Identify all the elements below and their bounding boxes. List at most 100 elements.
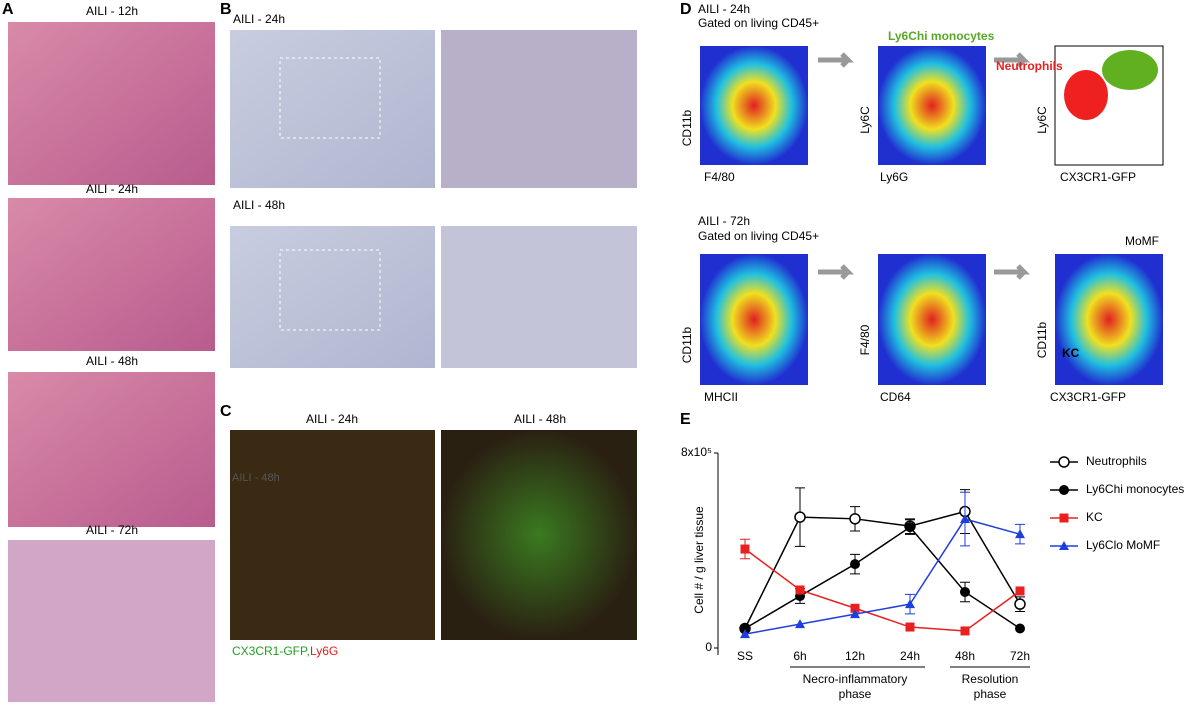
axis-label: MHCII — [704, 390, 738, 404]
phase-label: Necro-inflammatory phase — [803, 672, 908, 701]
population — [1064, 70, 1108, 120]
fluorescence-image — [441, 430, 637, 640]
panel-a: A AILI - 12h AILI - 24h AILI - 48h AILI … — [2, 1, 215, 702]
histology-image — [8, 198, 215, 351]
ihc-image — [441, 30, 637, 188]
axis-label: Ly6C — [1035, 106, 1049, 134]
axis-label: CX3CR1-GFP — [1060, 170, 1136, 184]
axis-label: F4/80 — [858, 324, 872, 355]
point — [905, 622, 915, 632]
population-label: MoMF — [1125, 234, 1159, 248]
series-line — [744, 526, 1021, 630]
phase-label: Resolution phase — [962, 672, 1019, 701]
point — [960, 586, 970, 597]
axis-label: Ly6G — [880, 170, 908, 184]
flow-plot — [700, 254, 808, 385]
panel-letter: D — [680, 1, 692, 18]
x-tick-label: 72h — [1010, 649, 1030, 663]
arrow — [818, 52, 1031, 280]
panel-letter: C — [220, 403, 232, 420]
y-tick-label: 0 — [705, 640, 712, 654]
histology-image — [8, 372, 215, 527]
plot-title: AILI - 72h — [698, 214, 750, 228]
image-title: AILI - 24h — [306, 412, 358, 426]
y-tick-label: 8x10⁵ — [681, 445, 712, 459]
series-line — [744, 518, 1021, 635]
gate-label: Gated on living CD45+ — [698, 229, 819, 243]
panel-d: D AILI - 24h Gated on living CD45+ CD11b… — [680, 1, 1164, 404]
axis-label: CD64 — [880, 390, 911, 404]
axis-label: CD11b — [1035, 321, 1049, 358]
panel-c: C AILI - 24h AILI - 48h AILI - 48h CX3CR… — [220, 403, 637, 658]
legend-marker — [1059, 485, 1069, 495]
legend-marker — [1059, 541, 1069, 550]
x-tick-label: 24h — [900, 649, 920, 663]
axis-label: Ly6C — [858, 106, 872, 134]
point — [1015, 586, 1025, 596]
y-axis-label: Cell # / g liver tissue — [692, 506, 706, 614]
axis-label: CX3CR1-GFP — [1050, 390, 1126, 404]
caption-red: Ly6G — [310, 644, 338, 658]
legend-label: Ly6Clo MoMF — [1086, 538, 1160, 552]
series-line — [744, 510, 1021, 629]
gate-label: Gated on living CD45+ — [698, 16, 819, 30]
population — [1102, 50, 1158, 90]
point — [960, 626, 970, 636]
population-label: Neutrophils — [996, 59, 1063, 73]
point — [740, 629, 750, 639]
legend-label: Neutrophils — [1086, 454, 1147, 468]
point — [905, 522, 915, 533]
legend-label: KC — [1086, 510, 1103, 524]
point — [850, 603, 860, 613]
panel-b: B AILI - 24h AILI - 48h — [220, 1, 637, 368]
caption-green: CX3CR1-GFP, — [232, 644, 310, 658]
fluorescence-image — [230, 430, 435, 640]
point — [849, 513, 861, 525]
x-tick-label: 6h — [793, 649, 806, 663]
point — [850, 609, 860, 619]
series-line — [744, 548, 1021, 632]
point — [794, 511, 806, 523]
flow-plot — [1055, 254, 1163, 385]
point — [740, 544, 750, 554]
flow-plot — [700, 46, 808, 165]
zoom-box — [279, 249, 381, 331]
zoom-box — [279, 57, 381, 139]
point — [1014, 598, 1026, 610]
histology-image — [8, 540, 215, 702]
point — [905, 599, 915, 609]
image-title: AILI - 72h — [86, 523, 138, 537]
point — [795, 619, 805, 629]
image-title: AILI - 48h — [514, 412, 566, 426]
flow-plot — [878, 254, 986, 385]
ihc-image — [230, 30, 435, 188]
image-title: AILI - 48h — [86, 354, 138, 368]
ihc-image — [441, 226, 637, 368]
image-title: AILI - 48h — [233, 198, 285, 212]
point — [960, 514, 970, 524]
image-title: AILI - 12h — [86, 4, 138, 18]
x-tick-label: 12h — [845, 649, 865, 663]
population-label: KC — [1062, 346, 1080, 360]
point — [1015, 623, 1025, 634]
image-overlay-text: AILI - 48h — [232, 472, 280, 484]
axis-label: CD11b — [680, 326, 694, 363]
legend-marker — [1058, 456, 1070, 468]
x-tick-label: 48h — [955, 649, 975, 663]
axis-label: F4/80 — [704, 170, 735, 184]
point — [850, 559, 860, 570]
panel-e: E Cell # / g liver tissue 0 8x10⁵ SS 6h 12h 2… — [680, 411, 1184, 701]
histology-image — [8, 22, 215, 185]
image-title: AILI - 24h — [86, 182, 138, 196]
x-tick-label: SS — [737, 649, 753, 663]
image-title: AILI - 24h — [233, 12, 285, 26]
plot-title: AILI - 24h — [698, 2, 750, 16]
population-label: Ly6Chi monocytes — [888, 29, 995, 43]
point — [740, 623, 750, 634]
panel-letter: A — [2, 1, 14, 18]
legend-label: Ly6Chi monocytes — [1086, 482, 1184, 496]
point — [795, 585, 805, 595]
axis-label: CD11b — [680, 109, 694, 146]
legend-marker — [1059, 513, 1069, 523]
